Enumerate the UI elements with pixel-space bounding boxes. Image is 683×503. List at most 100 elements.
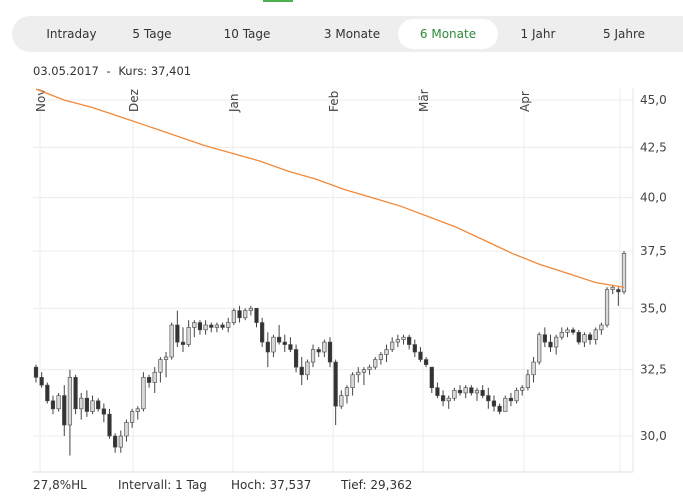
x-tick-label: Feb xyxy=(327,91,341,112)
candle-body xyxy=(339,395,344,407)
kurs-label: Kurs: xyxy=(118,64,148,78)
candle-body xyxy=(497,405,502,412)
tab-3-monate[interactable]: 3 Monate xyxy=(323,27,381,41)
candle-body xyxy=(593,329,598,340)
candle-body xyxy=(356,371,361,376)
candle-body xyxy=(599,324,604,331)
candle-body xyxy=(616,289,621,293)
candle-body xyxy=(418,351,423,360)
x-tick-label: Jan xyxy=(227,94,241,114)
candle-body xyxy=(248,307,253,311)
candle-body xyxy=(367,366,372,370)
interval-label: Intervall: 1 Tag xyxy=(118,478,207,492)
candle-body xyxy=(424,359,429,365)
candle-body xyxy=(520,387,525,391)
low-value: Tief: 29,362 xyxy=(341,478,412,492)
y-tick-label: 42,5 xyxy=(640,140,667,154)
candle-body xyxy=(316,349,321,353)
candle-body xyxy=(554,336,559,348)
x-tick-label: Nov xyxy=(34,89,48,112)
candle-body xyxy=(79,397,84,410)
tab-intraday[interactable]: Intraday xyxy=(46,27,97,41)
candle-body xyxy=(576,331,581,343)
candle-body xyxy=(141,377,146,410)
candle-body xyxy=(209,324,214,328)
y-tick-label: 40,0 xyxy=(640,191,667,205)
candle-body xyxy=(73,377,78,410)
candle-body xyxy=(525,374,530,389)
candle-body xyxy=(197,322,203,331)
candle-body xyxy=(621,252,627,293)
candle-body xyxy=(146,377,152,383)
candle-body xyxy=(282,341,287,345)
candle-body xyxy=(237,310,242,319)
candle-body xyxy=(135,408,140,412)
candle-body xyxy=(531,361,536,376)
candle-body xyxy=(96,400,101,410)
candle-body xyxy=(446,397,451,402)
y-tick-label: 45,0 xyxy=(640,93,667,107)
candle-body xyxy=(186,327,191,345)
candle-body xyxy=(537,334,542,363)
kurs-value: 37,401 xyxy=(150,64,192,78)
candle-body xyxy=(243,310,248,319)
tab-10-tage[interactable]: 10 Tage xyxy=(223,27,271,41)
candle-body xyxy=(463,387,468,394)
tab-1-jahr[interactable]: 1 Jahr xyxy=(520,27,556,41)
candle-body xyxy=(344,387,350,396)
candle-body xyxy=(67,377,73,426)
x-tick-label: Mär xyxy=(417,89,431,112)
candle-body xyxy=(565,329,570,333)
candle-body xyxy=(412,344,417,353)
y-tick-label: 32,5 xyxy=(640,363,667,377)
candle-body xyxy=(310,349,316,363)
candle-body xyxy=(542,334,547,343)
tab-6-monate[interactable]: 6 Monate xyxy=(398,19,498,49)
candle-body xyxy=(124,422,129,437)
candle-body xyxy=(361,369,367,373)
candle-body xyxy=(305,361,310,376)
candle-body xyxy=(277,336,282,343)
y-tick-label: 35,0 xyxy=(640,301,667,315)
tab-5-jahre[interactable]: 5 Jahre xyxy=(603,27,645,41)
candle-body xyxy=(429,366,434,389)
x-tick-label: Dez xyxy=(127,89,141,112)
candle-body xyxy=(288,344,293,350)
candle-body xyxy=(33,366,39,378)
candle-body xyxy=(299,366,304,376)
candle-body xyxy=(407,336,412,345)
candle-body xyxy=(231,310,236,323)
candle-body xyxy=(333,361,338,407)
low-number: 29,362 xyxy=(370,478,413,492)
candle-body xyxy=(435,387,440,396)
low-label: Tief: xyxy=(341,478,367,492)
candle-body xyxy=(571,329,576,333)
candle-body xyxy=(582,334,587,343)
candle-body xyxy=(514,390,519,402)
candle-body xyxy=(469,387,474,394)
candle-body xyxy=(491,400,497,407)
candle-body xyxy=(373,359,378,368)
separator: - xyxy=(106,64,111,78)
candle-body xyxy=(260,322,265,343)
x-tick-label: Apr xyxy=(518,91,532,112)
candle-body xyxy=(559,331,564,338)
candle-body xyxy=(158,359,163,373)
candle-body xyxy=(152,371,157,383)
candle-body xyxy=(101,408,106,415)
candle-body xyxy=(350,374,355,389)
candle-body xyxy=(293,349,299,368)
candle-body xyxy=(265,341,270,353)
high-label: Hoch: xyxy=(231,478,266,492)
candle-body xyxy=(50,400,56,410)
candle-body xyxy=(107,413,112,437)
candle-body xyxy=(56,395,61,410)
candle-body xyxy=(118,435,123,448)
candle-body xyxy=(384,349,389,355)
candle-body xyxy=(508,397,514,402)
candle-body xyxy=(486,395,491,402)
tab-5-tage[interactable]: 5 Tage xyxy=(132,27,172,41)
candle-body xyxy=(39,377,44,386)
moving-average-line xyxy=(35,88,625,288)
